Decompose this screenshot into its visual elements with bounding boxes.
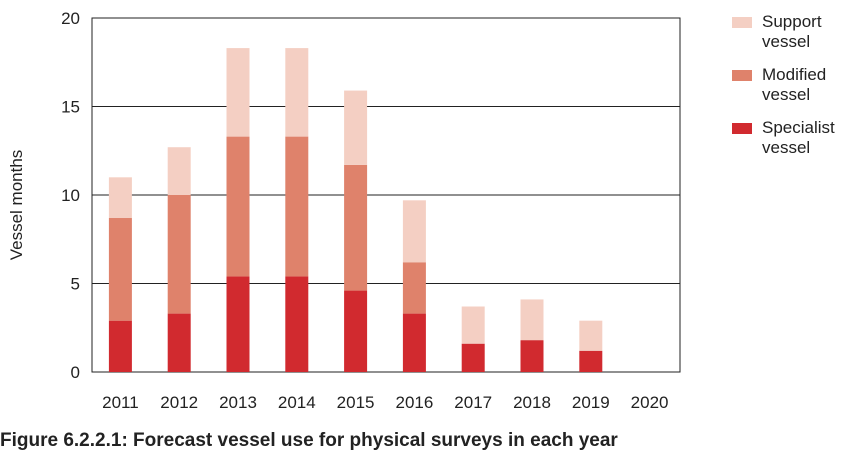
bar-support-2016 bbox=[402, 200, 426, 263]
plot-frame bbox=[91, 17, 681, 373]
legend-item: Modified vessel bbox=[732, 65, 848, 105]
chart-legend: Support vessel Modified vessel Specialist … bbox=[732, 12, 848, 171]
legend-swatch bbox=[732, 70, 752, 81]
x-tick-label: 2011 bbox=[102, 393, 139, 412]
bar-specialist-2015 bbox=[344, 290, 368, 372]
legend-label: Modified vessel bbox=[762, 65, 827, 104]
bar-specialist-2016 bbox=[402, 313, 426, 372]
bar-support-2011 bbox=[108, 177, 132, 219]
x-tick-label: 2012 bbox=[160, 393, 198, 412]
x-tick-label: 2020 bbox=[631, 393, 669, 412]
x-tick-label: 2014 bbox=[278, 393, 316, 412]
legend-label: Support vessel bbox=[762, 12, 822, 51]
x-tick-label: 2015 bbox=[337, 393, 375, 412]
bar-specialist-2017 bbox=[461, 343, 485, 372]
legend-item: Specialist vessel bbox=[732, 118, 848, 158]
x-tick-label: 2013 bbox=[219, 393, 257, 412]
bar-modified-2013 bbox=[226, 136, 250, 277]
y-tick-label: 10 bbox=[61, 186, 80, 205]
bar-modified-2011 bbox=[108, 218, 132, 321]
bar-specialist-2018 bbox=[520, 340, 544, 372]
legend-swatch bbox=[732, 123, 752, 134]
bar-specialist-2012 bbox=[167, 313, 191, 372]
bar-support-2018 bbox=[520, 299, 544, 341]
bar-specialist-2019 bbox=[579, 350, 603, 372]
x-tick-label: 2017 bbox=[454, 393, 492, 412]
bar-support-2012 bbox=[167, 147, 191, 195]
bar-support-2017 bbox=[461, 306, 485, 344]
y-tick-label: 5 bbox=[71, 275, 80, 294]
x-tick-label: 2018 bbox=[513, 393, 551, 412]
bar-specialist-2011 bbox=[108, 320, 132, 372]
bar-specialist-2014 bbox=[285, 276, 309, 372]
bar-support-2013 bbox=[226, 48, 250, 137]
bar-support-2019 bbox=[579, 320, 603, 351]
bar-modified-2016 bbox=[402, 262, 426, 314]
x-tick-label: 2019 bbox=[572, 393, 610, 412]
bar-specialist-2013 bbox=[226, 276, 250, 372]
y-tick-label: 15 bbox=[61, 98, 80, 117]
legend-item: Support vessel bbox=[732, 12, 848, 52]
legend-swatch bbox=[732, 17, 752, 28]
legend-label: Specialist vessel bbox=[762, 118, 835, 157]
bar-modified-2014 bbox=[285, 136, 309, 277]
y-tick-label: 20 bbox=[61, 9, 80, 28]
figure-caption: Figure 6.2.2.1: Forecast vessel use for … bbox=[0, 430, 618, 451]
bar-support-2014 bbox=[285, 48, 309, 137]
bar-modified-2012 bbox=[167, 195, 191, 314]
y-axis-label: Vessel months bbox=[7, 150, 26, 261]
bar-support-2015 bbox=[344, 90, 368, 165]
x-tick-label: 2016 bbox=[395, 393, 433, 412]
bar-modified-2015 bbox=[344, 164, 368, 291]
y-tick-label: 0 bbox=[71, 363, 80, 382]
